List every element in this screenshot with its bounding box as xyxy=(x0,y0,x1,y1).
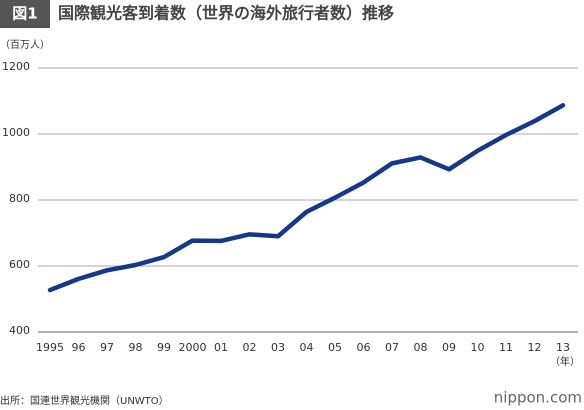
source: 出所：国連世界観光機関（UNWTO） xyxy=(0,394,169,407)
y-unit: （百万人） xyxy=(0,39,50,51)
x-tick-label: 11 xyxy=(499,341,513,354)
y-tick-label: 800 xyxy=(9,192,30,205)
x-tick-label: 02 xyxy=(243,341,257,354)
x-tick-label: 03 xyxy=(271,341,285,354)
chart-title: 国際観光客到着数（世界の海外旅行者数）推移 xyxy=(58,4,394,23)
badge: 図1 xyxy=(12,5,37,23)
x-tick-label: 97 xyxy=(100,341,114,354)
x-tick-label: 99 xyxy=(157,341,171,354)
y-tick-label: 1200 xyxy=(2,60,30,73)
x-tick-label: 06 xyxy=(357,341,371,354)
badge-box xyxy=(0,0,50,28)
x-tick-label: 10 xyxy=(471,341,485,354)
x-tick-label: 09 xyxy=(442,341,456,354)
x-tick-label: 05 xyxy=(328,341,342,354)
x-tick-label: 07 xyxy=(385,341,399,354)
x-tick-label: 2000 xyxy=(179,341,207,354)
x-tick-label: 12 xyxy=(528,341,542,354)
x-tick-label: 96 xyxy=(72,341,86,354)
x-tick-label: 13 xyxy=(556,341,570,354)
y-tick-label: 600 xyxy=(9,258,30,271)
series-line xyxy=(47,103,566,293)
x-tick-label: 1995 xyxy=(36,341,64,354)
y-tick-label: 400 xyxy=(9,324,30,337)
y-tick-label: 1000 xyxy=(2,126,30,139)
x-tick-label: 01 xyxy=(214,341,228,354)
x-tick-label: 98 xyxy=(129,341,143,354)
x-tick-label: 04 xyxy=(300,341,314,354)
logo: nippon.com xyxy=(494,389,582,407)
x-tick-label: 08 xyxy=(414,341,428,354)
x-unit: （年） xyxy=(550,355,580,368)
